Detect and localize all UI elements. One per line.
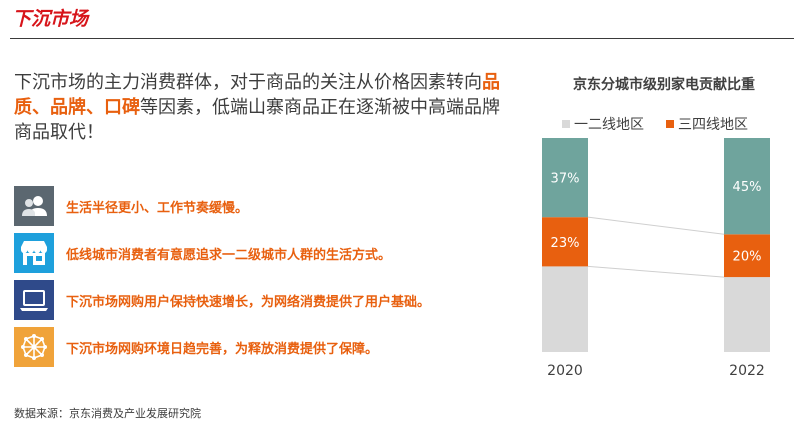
bar-segment-top-2020: [542, 138, 588, 218]
x-tick-label-2022: 2022: [729, 363, 765, 378]
data-label-top-2022: 45%: [733, 180, 762, 195]
chart-legend: 一二线地区 三四线地区: [562, 117, 748, 133]
intro-highlight: 品质、品牌、口碑: [14, 72, 500, 118]
legend-swatch-tier3-4: [666, 120, 674, 128]
intro-paragraph: 下沉市场的主力消费群体，对于商品的关注从价格因素转向品质、品牌、口碑等因素，低端…: [14, 70, 506, 145]
stacked-bar-chart: 一二线地区 三四线地区 23% 37% 20% 45% 2020 2022: [542, 117, 770, 378]
data-label-top-2020: 37%: [551, 172, 580, 187]
intro-prefix: 下沉市场的主力消费群体，对于商品的关注从价格因素转向: [14, 72, 482, 93]
users-icon: [14, 186, 54, 226]
legend-swatch-tier1-2: [562, 120, 570, 128]
page-title: 下沉市场: [12, 8, 89, 30]
laptop-icon: [14, 280, 54, 320]
bar-segment-tier3-4-2020: [542, 217, 588, 267]
connector-line-lower: [587, 265, 725, 278]
network-brain-icon: [14, 327, 54, 367]
bar-segment-tier1-2-2022: [724, 277, 770, 352]
feature-text: 生活半径更小、工作节奏缓慢。: [66, 201, 249, 216]
feature-text: 低线城市消费者有意愿追求一二级城市人群的生活方式。: [66, 248, 392, 263]
connector-line-upper: [587, 216, 725, 235]
bar-segment-tier3-4-2022: [724, 234, 770, 278]
bar-segment-tier1-2-2020: [542, 266, 588, 352]
legend-label-tier1-2: 一二线地区: [574, 117, 644, 133]
feature-text: 下沉市场网购环境日趋完善，为释放消费提供了保障。: [66, 342, 379, 357]
data-label-tier3-4-2020: 23%: [551, 236, 580, 251]
feature-text: 下沉市场网购用户保持快速增长，为网络消费提供了用户基础。: [66, 295, 431, 310]
data-source-note: 数据来源：京东消费及产业发展研究院: [14, 407, 201, 420]
storefront-icon: [14, 233, 54, 273]
title-divider: [10, 38, 794, 39]
x-tick-label-2020: 2020: [547, 363, 583, 378]
legend-label-tier3-4: 三四线地区: [678, 117, 748, 133]
bar-segment-top-2022: [724, 138, 770, 235]
data-label-tier3-4-2022: 20%: [733, 250, 762, 265]
intro-suffix: 等因素，低端山寨商品正在逐渐被中高端品牌商品取代！: [14, 97, 500, 143]
chart-title: 京东分城市级别家电贡献比重: [573, 77, 755, 93]
